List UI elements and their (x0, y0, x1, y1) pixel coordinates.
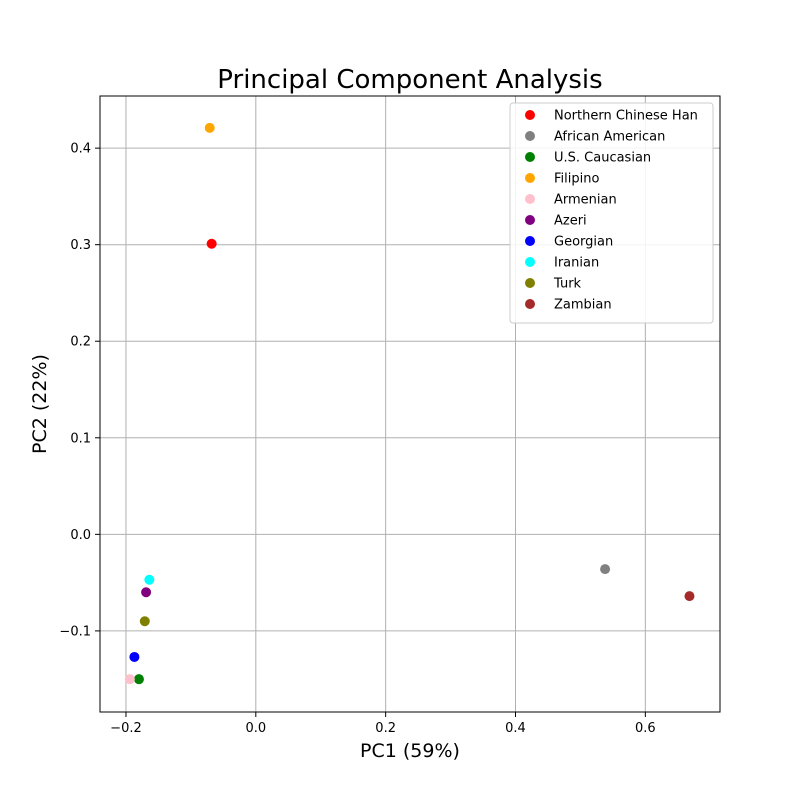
y-axis-label: PC2 (22%) (29, 354, 51, 454)
data-point (684, 591, 695, 602)
data-point (139, 616, 150, 627)
legend-label: Northern Chinese Han (554, 109, 698, 124)
x-tick-label: 0.2 (375, 721, 396, 736)
legend-label: Turk (553, 277, 582, 292)
legend-label: U.S. Caucasian (554, 151, 651, 166)
legend-label: Iranian (554, 256, 599, 271)
legend-label: Armenian (554, 193, 617, 208)
x-tick-label: 0.4 (505, 721, 526, 736)
legend: Northern Chinese Han African American U.S.… (509, 102, 714, 324)
data-point (600, 564, 611, 575)
y-tick-label: 0.2 (70, 335, 91, 350)
x-tick-label: 0.0 (245, 721, 266, 736)
data-point (133, 674, 144, 685)
y-tick-label: 0.4 (70, 142, 91, 157)
legend-box (509, 102, 714, 324)
chart-title: Principal Component Analysis (217, 65, 602, 95)
data-point (144, 574, 155, 585)
data-point (141, 587, 152, 598)
plot-frame (99, 95, 721, 713)
data-points (124, 122, 695, 685)
x-tick-label: 0.6 (635, 721, 656, 736)
legend-marker (525, 131, 535, 141)
data-point (206, 238, 217, 249)
data-point (129, 651, 140, 662)
legend-label: African American (554, 130, 665, 145)
legend-marker (525, 194, 535, 204)
legend-marker (525, 299, 535, 309)
data-point (124, 674, 135, 685)
legend-marker (525, 257, 535, 267)
legend-marker (525, 110, 535, 120)
x-axis-label: PC1 (59%) (360, 740, 460, 762)
legend-marker (525, 152, 535, 162)
y-tick-label: 0.3 (70, 238, 91, 253)
axis-ticks: −0.2 0.0 0.2 0.4 0.6 −0.1 0.0 0.1 0.2 0.3 0.4 (59, 142, 655, 736)
y-tick-label: 0.0 (70, 528, 91, 543)
legend-label: Azeri (554, 214, 587, 229)
legend-marker (525, 278, 535, 288)
legend-marker (525, 173, 535, 183)
legend-marker (525, 236, 535, 246)
y-tick-label: 0.1 (70, 431, 91, 446)
y-tick-label: −0.1 (59, 624, 91, 639)
legend-label: Georgian (554, 235, 613, 250)
legend-label: Zambian (554, 298, 612, 313)
x-tick-label: −0.2 (110, 721, 142, 736)
legend-marker (525, 215, 535, 225)
data-point (204, 122, 215, 133)
legend-label: Filipino (554, 172, 599, 187)
